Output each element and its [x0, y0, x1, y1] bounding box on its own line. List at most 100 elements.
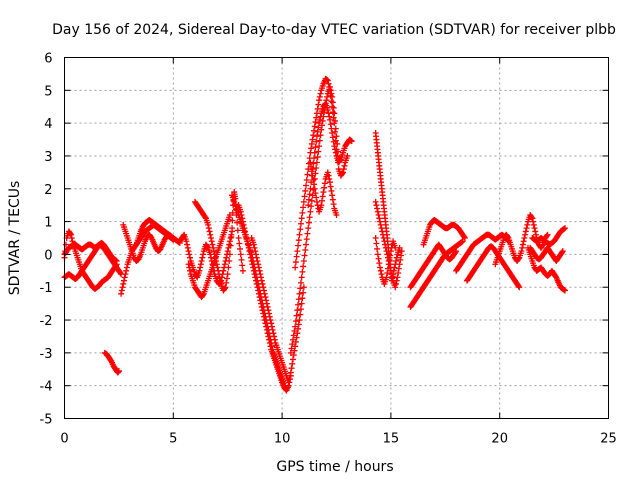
x-tick-label: 5 [169, 432, 177, 447]
data-point [251, 244, 258, 251]
data-point [260, 287, 267, 294]
data-point [308, 203, 315, 210]
data-point [392, 284, 399, 291]
data-point [311, 149, 318, 156]
data-point [310, 160, 317, 167]
data-point [196, 267, 203, 274]
data-point [304, 230, 311, 237]
data-point [386, 256, 393, 263]
y-tick-label: -3 [40, 347, 53, 362]
data-point [235, 235, 242, 241]
data-point [267, 317, 274, 324]
data-point [261, 290, 268, 297]
data-point [220, 267, 227, 274]
data-point [301, 193, 308, 200]
data-point [459, 238, 466, 245]
data-point [254, 284, 261, 291]
data-point [252, 277, 259, 284]
data-point [113, 257, 120, 264]
data-point [259, 307, 266, 314]
data-point [317, 132, 324, 139]
data-point [237, 208, 244, 215]
data-point [324, 169, 331, 176]
data-point [518, 248, 525, 255]
data-point [316, 93, 323, 100]
x-axis-label: GPS time / hours [276, 459, 393, 475]
data-point [249, 261, 256, 268]
data-point [329, 192, 336, 199]
data-point [382, 244, 389, 251]
data-point [242, 228, 249, 235]
data-point [327, 92, 334, 99]
data-point [269, 326, 276, 333]
y-tick-label: 2 [44, 183, 52, 198]
data-point [316, 137, 323, 144]
data-point [198, 257, 205, 264]
data-point [531, 225, 538, 232]
data-point [289, 360, 296, 367]
data-point [311, 185, 318, 192]
data-point [67, 230, 74, 237]
data-point [393, 254, 400, 261]
data-point [208, 235, 215, 241]
data-point [263, 323, 270, 330]
data-point [297, 311, 304, 318]
data-point [376, 215, 383, 222]
data-point [289, 336, 296, 343]
data-point [291, 327, 298, 334]
data-point [320, 189, 327, 196]
data-point [313, 114, 320, 121]
data-point [208, 238, 215, 245]
data-point [199, 254, 206, 261]
data-point [253, 280, 260, 287]
data-point [305, 202, 312, 209]
data-point [255, 290, 262, 297]
data-point [234, 227, 241, 234]
data-point [115, 367, 122, 374]
data-point [532, 228, 539, 235]
data-point [378, 271, 385, 278]
data-point [229, 225, 236, 232]
data-point [258, 300, 265, 307]
data-point [309, 136, 316, 143]
data-point [326, 175, 333, 182]
data-point [319, 117, 326, 124]
data-point [524, 221, 531, 228]
data-point [384, 270, 391, 277]
data-point [311, 123, 318, 130]
data-point [519, 241, 526, 248]
data-point [239, 218, 246, 225]
data-point [307, 159, 314, 166]
data-point [519, 244, 526, 251]
data-point [185, 248, 192, 255]
y-tick-label: -5 [40, 413, 53, 428]
data-point [318, 197, 325, 204]
data-point [251, 271, 258, 278]
data-point [268, 320, 275, 327]
y-tick-label: 0 [44, 248, 52, 263]
data-point [297, 220, 304, 227]
data-point [544, 231, 551, 238]
data-point [288, 365, 295, 372]
data-point [200, 251, 207, 258]
chart-title: Day 156 of 2024, Sidereal Day-to-day VTE… [52, 22, 616, 38]
y-tick-label: -2 [40, 314, 53, 329]
data-point [314, 128, 321, 135]
data-point [539, 242, 546, 249]
data-point [216, 274, 223, 281]
data-point [326, 87, 333, 94]
data-point [118, 287, 125, 294]
data-point [239, 215, 246, 222]
data-point [260, 310, 267, 317]
data-point [330, 138, 337, 145]
data-point [120, 277, 127, 284]
data-point [263, 326, 270, 333]
data-point [313, 194, 320, 201]
data-point [292, 264, 299, 271]
data-point [323, 97, 330, 104]
data-point [298, 215, 305, 222]
data-point [329, 196, 336, 203]
x-tick-label: 10 [274, 432, 291, 447]
